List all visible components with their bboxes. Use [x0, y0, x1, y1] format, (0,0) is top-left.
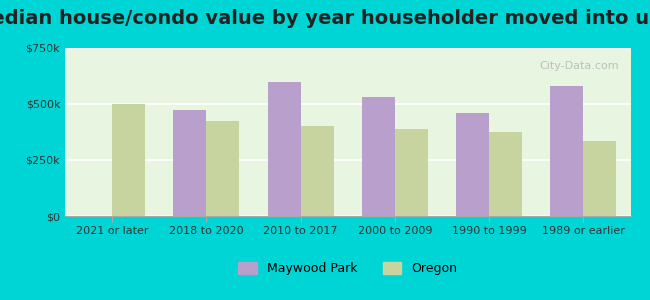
Bar [362, 97, 395, 216]
Bar [456, 113, 489, 216]
Bar [551, 86, 584, 216]
Bar [268, 82, 300, 216]
Bar [174, 110, 206, 216]
Text: City-Data.com: City-Data.com [540, 61, 619, 71]
Bar [300, 126, 333, 216]
Bar [207, 121, 239, 216]
Bar [112, 104, 145, 216]
Bar [489, 132, 522, 216]
Legend: Maywood Park, Oregon: Maywood Park, Oregon [233, 257, 462, 280]
Bar [395, 129, 428, 216]
Bar [584, 141, 616, 216]
Text: Median house/condo value by year householder moved into unit: Median house/condo value by year househo… [0, 9, 650, 28]
